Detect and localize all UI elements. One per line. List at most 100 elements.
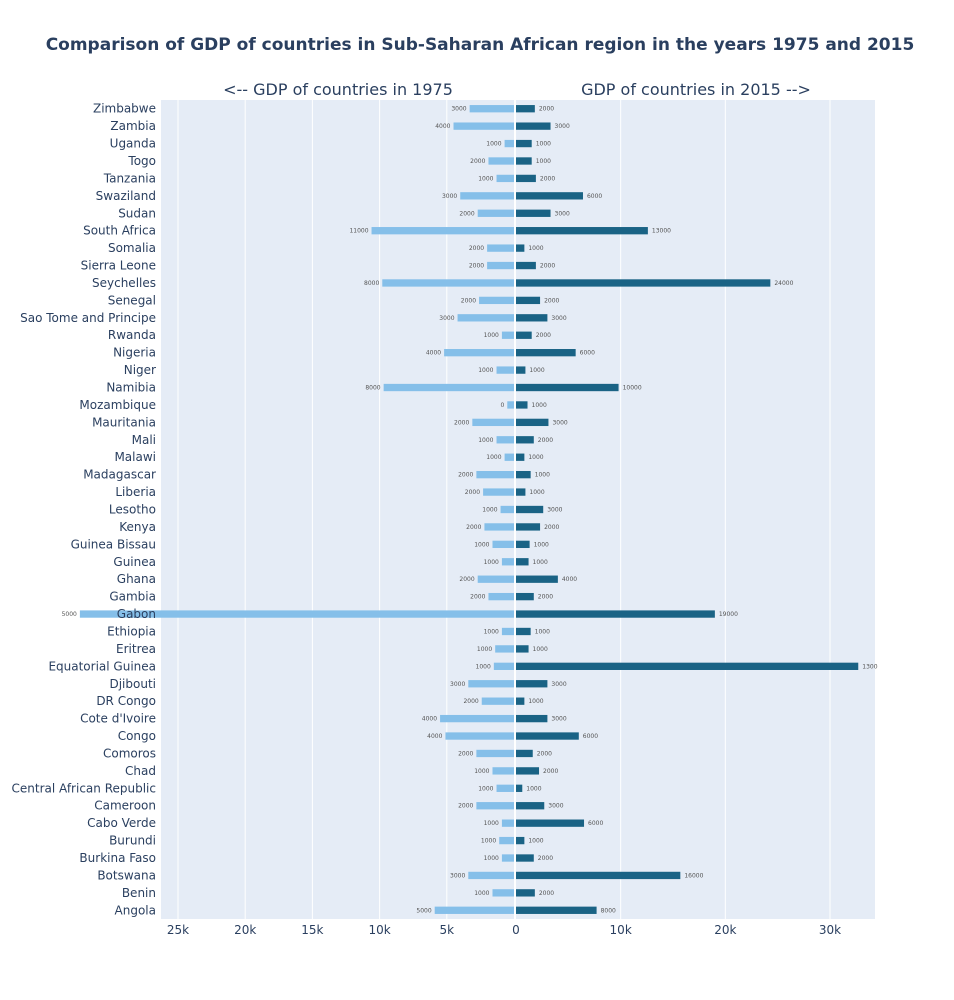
- data-label-2015: 24000: [774, 280, 793, 287]
- data-label-2015: 2000: [544, 297, 559, 304]
- data-label-2015: 1000: [526, 785, 541, 792]
- bar-2015: [516, 610, 715, 618]
- country-label: Djibouti: [109, 677, 156, 691]
- data-label-1975: 2000: [459, 576, 474, 583]
- data-label-1975: 1000: [481, 838, 496, 845]
- country-label: Lesotho: [109, 503, 156, 517]
- data-label-2015: 1000: [529, 489, 544, 496]
- bar-1975: [501, 627, 514, 636]
- data-label-1975: 1000: [477, 646, 492, 653]
- country-label: Cote d'Ivoire: [80, 712, 156, 726]
- bar-2015: [516, 227, 648, 235]
- data-label-2015: 1000: [532, 402, 547, 409]
- data-label-1975: 4000: [435, 123, 450, 130]
- bar-1975: [481, 697, 514, 705]
- country-label: Sudan: [118, 206, 156, 220]
- x-tick-label: 10k: [610, 923, 632, 937]
- data-label-1975: 0: [500, 402, 504, 409]
- bar-1975: [501, 854, 514, 862]
- country-label: Angola: [115, 903, 156, 917]
- data-label-1975: 4000: [422, 716, 437, 723]
- data-label-2015: 2000: [537, 750, 552, 757]
- x-tick-label: 20k: [234, 923, 256, 937]
- data-label-1975: 2000: [458, 750, 473, 757]
- country-label: Comoros: [103, 746, 156, 760]
- bar-1975: [477, 575, 514, 583]
- bar-2015: [516, 767, 540, 775]
- data-label-2015: 2000: [538, 855, 553, 862]
- x-tick-label: 30k: [819, 923, 841, 937]
- plot-area-2015: [516, 100, 875, 919]
- data-label-1975: 11000: [349, 228, 368, 235]
- bar-2015: [516, 261, 536, 270]
- bar-1975: [440, 714, 514, 723]
- bar-1975: [434, 906, 514, 914]
- right-subtitle: GDP of countries in 2015 -->: [581, 80, 811, 99]
- bar-2015: [516, 314, 548, 322]
- data-label-1975: 5000: [62, 611, 77, 618]
- bar-2015: [516, 383, 619, 392]
- data-label-2015: 3000: [551, 315, 566, 322]
- data-label-2015: 1000: [533, 646, 548, 653]
- bar-2015: [516, 209, 551, 217]
- data-label-1975: 2000: [470, 594, 485, 601]
- bar-1975: [488, 592, 514, 601]
- bar-1975: [453, 122, 514, 130]
- bar-1975: [479, 296, 514, 305]
- data-label-2015: 1000: [528, 245, 543, 252]
- country-label: Burkina Faso: [79, 851, 156, 865]
- bar-2015: [516, 854, 534, 862]
- data-label-1975: 1000: [482, 507, 497, 514]
- data-label-2015: 3000: [551, 681, 566, 688]
- data-label-1975: 8000: [364, 280, 379, 287]
- bar-1975: [492, 889, 514, 897]
- data-label-2015: 3000: [552, 419, 567, 426]
- bar-1975: [499, 836, 514, 845]
- data-label-1975: 1000: [484, 820, 499, 827]
- bar-2015: [516, 871, 681, 880]
- data-label-1975: 1000: [474, 541, 489, 548]
- data-label-1975: 2000: [458, 472, 473, 479]
- bar-2015: [516, 418, 549, 427]
- bar-2015: [516, 889, 535, 897]
- data-label-2015: 10000: [623, 385, 642, 392]
- data-label-1975: 1000: [478, 437, 493, 444]
- country-label: Cabo Verde: [87, 816, 156, 830]
- country-label: Madagascar: [83, 468, 156, 482]
- data-label-1975: 3000: [450, 872, 465, 879]
- bar-2015: [516, 122, 551, 130]
- panel-2015: 2000 3000 1000 1000 2000 6000 3000 13000 1000 200…: [516, 100, 878, 919]
- country-label: Cameroon: [94, 799, 156, 813]
- country-label: Guinea Bissau: [71, 537, 156, 551]
- data-label-1975: 1000: [474, 890, 489, 897]
- bar-2015: [516, 244, 525, 252]
- data-label-2015: 8000: [601, 907, 616, 914]
- data-label-1975: 1000: [478, 367, 493, 374]
- data-label-1975: 4000: [427, 733, 442, 740]
- data-label-2015: 2000: [536, 332, 551, 339]
- bar-1975: [483, 488, 514, 496]
- country-label: Congo: [118, 729, 156, 743]
- bar-1975: [468, 680, 514, 688]
- bar-1975: [496, 366, 514, 374]
- bar-1975: [469, 105, 514, 113]
- data-label-2015: 3000: [555, 123, 570, 130]
- data-label-1975: 4000: [426, 350, 441, 357]
- bar-1975: [472, 418, 514, 427]
- bar-2015: [516, 401, 528, 409]
- country-label: Ethiopia: [107, 624, 156, 638]
- data-label-1975: 1000: [484, 628, 499, 635]
- country-label: Malawi: [114, 450, 156, 464]
- bar-2015: [516, 296, 541, 305]
- country-label: Zambia: [110, 119, 156, 133]
- bar-1975: [493, 662, 514, 670]
- country-label: Zimbabwe: [93, 102, 156, 116]
- data-label-2015: 1000: [529, 367, 544, 374]
- bar-2015: [516, 505, 544, 514]
- country-label: Benin: [122, 886, 156, 900]
- x-tick-label: 25k: [167, 923, 189, 937]
- data-label-1975: 3000: [442, 193, 457, 200]
- data-label-2015: 2000: [538, 594, 553, 601]
- bar-2015: [516, 349, 576, 357]
- data-label-2015: 1000: [535, 628, 550, 635]
